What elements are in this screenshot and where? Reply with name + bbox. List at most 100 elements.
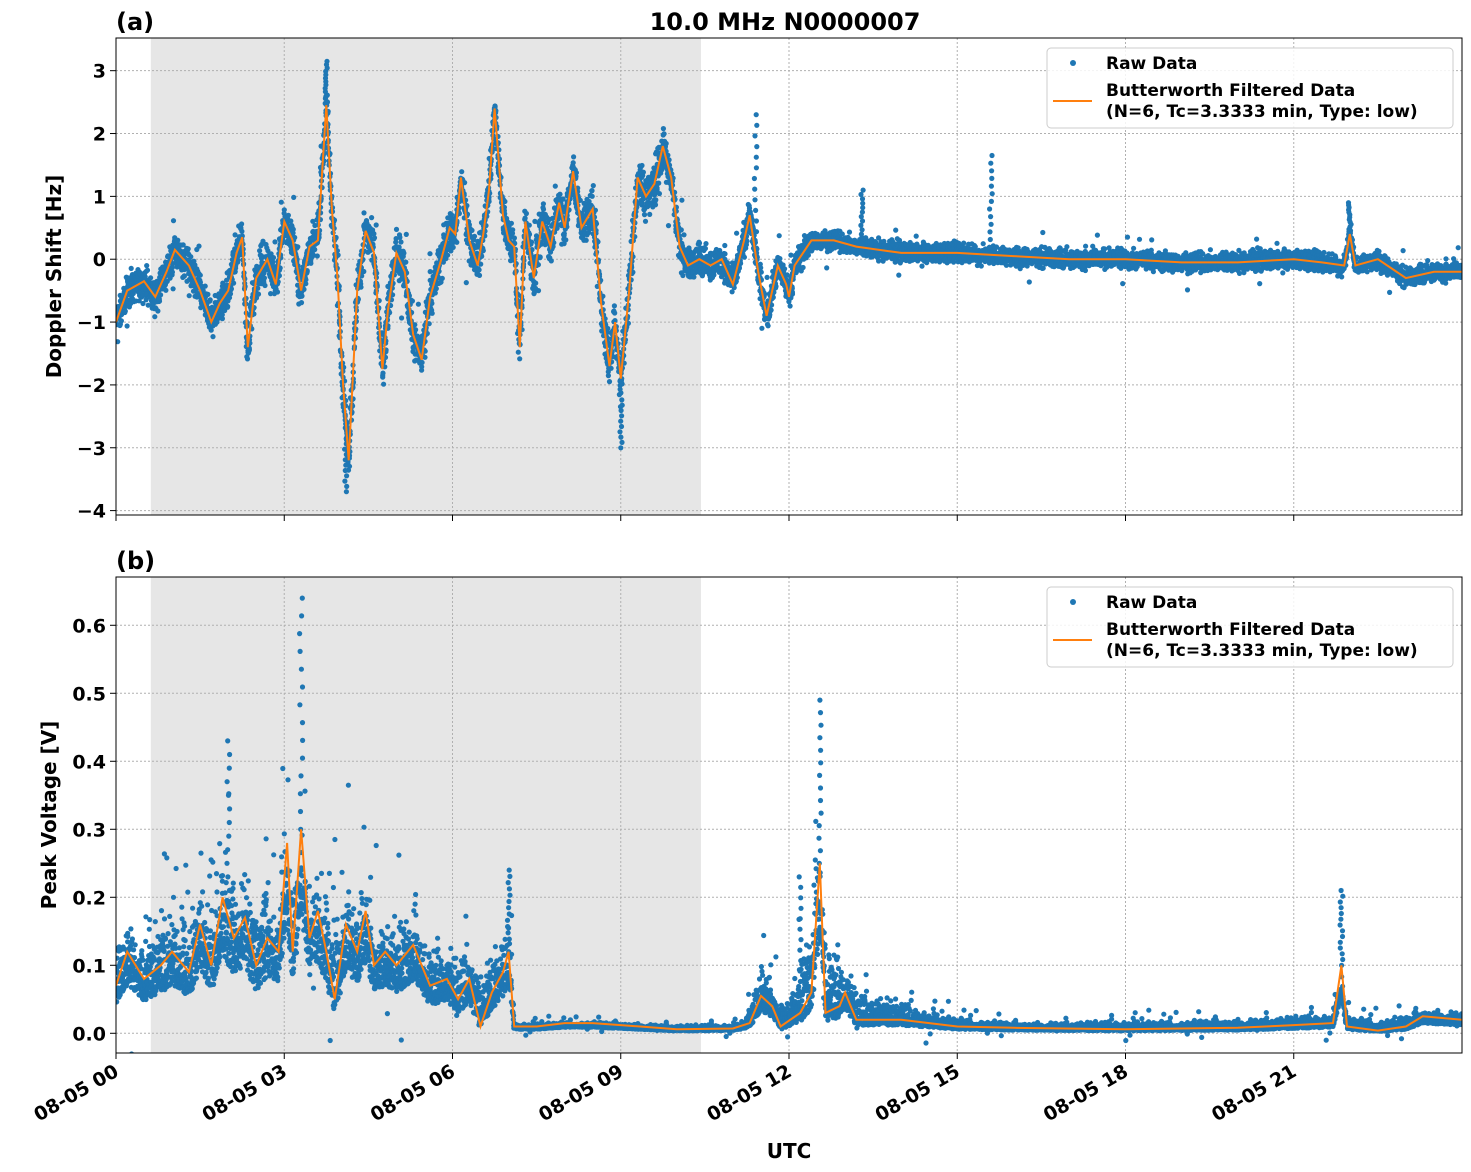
raw-data-point <box>454 239 460 245</box>
raw-data-point <box>370 227 376 233</box>
raw-data-point <box>429 310 435 316</box>
raw-data-point <box>380 374 386 380</box>
raw-data-point <box>175 237 181 243</box>
raw-data-point <box>361 268 367 275</box>
raw-data-point <box>777 256 783 262</box>
raw-data-point <box>208 327 214 333</box>
raw-data-point <box>144 263 150 269</box>
raw-data-point <box>432 290 438 296</box>
raw-data-point <box>605 325 611 332</box>
raw-data-point <box>463 280 469 286</box>
raw-data-point <box>258 253 265 259</box>
raw-data-point <box>181 273 187 279</box>
raw-data-point <box>122 308 128 314</box>
raw-data-point <box>896 237 903 243</box>
raw-data-point <box>180 242 186 248</box>
raw-data-point <box>824 265 830 271</box>
raw-data-point <box>734 230 740 236</box>
raw-data-point <box>144 267 151 273</box>
raw-data-point <box>612 310 618 316</box>
raw-data-point <box>232 232 238 238</box>
raw-data-point <box>231 280 237 286</box>
raw-data-point <box>169 264 175 270</box>
raw-data-point <box>776 233 782 239</box>
raw-data-point <box>257 248 263 254</box>
chart-title: 10.0 MHz N0000007 <box>650 8 921 36</box>
raw-data-point <box>703 241 709 247</box>
raw-data-point <box>262 282 268 289</box>
raw-data-point <box>409 298 415 304</box>
raw-data-point <box>244 356 251 362</box>
raw-data-point <box>260 238 266 244</box>
raw-data-point <box>563 237 569 243</box>
raw-data-point <box>188 254 194 260</box>
raw-data-point <box>148 275 154 281</box>
raw-data-point <box>285 212 291 218</box>
raw-data-point <box>731 285 737 291</box>
raw-data-point <box>515 349 521 355</box>
raw-data-point <box>641 212 648 218</box>
raw-data-point <box>278 199 284 205</box>
raw-data-point <box>298 300 305 306</box>
raw-data-point <box>314 253 320 259</box>
raw-data-point <box>239 221 245 227</box>
raw-data-point <box>197 277 203 283</box>
raw-data-point <box>741 254 748 260</box>
raw-data-point <box>722 242 728 249</box>
raw-data-point <box>246 347 252 353</box>
raw-data-point <box>312 247 318 253</box>
raw-data-point <box>589 193 595 199</box>
raw-data-point <box>214 319 220 325</box>
raw-data-point <box>640 169 647 175</box>
raw-data-point <box>523 210 530 217</box>
raw-data-point <box>152 314 158 320</box>
raw-data-point <box>265 248 271 254</box>
raw-data-point <box>269 260 275 267</box>
raw-data-point <box>170 218 177 224</box>
raw-data-point <box>255 285 261 291</box>
raw-data-point <box>508 220 514 226</box>
raw-data-point <box>361 210 367 216</box>
raw-data-point <box>255 291 262 297</box>
raw-data-point <box>373 222 379 228</box>
raw-data-point <box>787 303 793 309</box>
raw-data-point <box>219 316 225 322</box>
raw-data-point <box>272 239 278 245</box>
raw-data-point <box>274 289 281 295</box>
raw-data-point <box>398 239 404 245</box>
raw-data-point <box>893 227 899 233</box>
raw-data-point <box>590 183 596 189</box>
raw-data-point <box>533 280 539 286</box>
raw-data-point <box>397 234 403 240</box>
raw-data-point <box>679 197 685 203</box>
raw-data-point <box>400 248 406 254</box>
raw-data-point <box>261 275 267 281</box>
raw-data-point <box>647 211 653 217</box>
raw-data-point <box>788 252 794 258</box>
raw-data-point <box>639 162 645 169</box>
raw-data-point <box>205 291 211 297</box>
raw-data-point <box>800 264 806 271</box>
raw-data-point <box>540 206 547 212</box>
raw-data-point <box>961 240 967 246</box>
raw-data-point <box>450 244 456 250</box>
raw-data-point <box>557 191 563 197</box>
raw-data-point <box>663 140 669 147</box>
raw-data-point <box>128 265 134 271</box>
raw-data-point <box>303 281 309 287</box>
raw-data-point <box>116 339 121 345</box>
raw-data-point <box>235 259 241 265</box>
raw-data-point <box>403 259 409 265</box>
raw-data-point <box>608 365 614 371</box>
raw-data-point <box>145 302 151 308</box>
raw-data-point <box>163 287 169 293</box>
raw-data-point <box>548 258 554 264</box>
raw-data-point <box>702 245 709 252</box>
raw-data-point <box>197 272 203 278</box>
raw-data-point <box>439 275 445 281</box>
raw-data-point <box>696 240 703 246</box>
raw-data-point <box>583 237 589 243</box>
raw-data-point <box>219 312 225 318</box>
raw-data-point <box>782 266 788 272</box>
